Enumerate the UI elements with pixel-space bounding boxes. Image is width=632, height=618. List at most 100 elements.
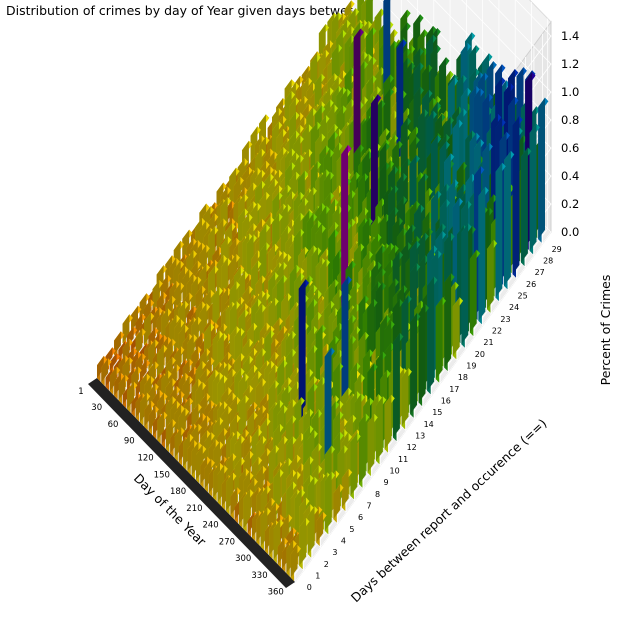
bar bbox=[109, 366, 121, 395]
y-tick-label: 10 bbox=[390, 467, 400, 476]
bar bbox=[230, 487, 241, 519]
bar bbox=[444, 273, 455, 372]
x-tick-label: 30 bbox=[91, 403, 102, 413]
z-tick-label: 0.6 bbox=[561, 141, 579, 155]
bar bbox=[131, 351, 142, 376]
bar bbox=[165, 378, 176, 412]
x-tick-label: 60 bbox=[108, 420, 119, 430]
bar bbox=[495, 162, 506, 302]
bar bbox=[376, 396, 387, 465]
y-tick-label: 3 bbox=[332, 548, 337, 557]
y-tick-label: 15 bbox=[432, 408, 442, 417]
y-tick-label: 22 bbox=[492, 327, 502, 336]
bar bbox=[118, 374, 129, 404]
y-tick-label: 0 bbox=[307, 583, 312, 592]
bar bbox=[131, 393, 142, 417]
bar bbox=[487, 239, 498, 313]
y-tick-label: 4 bbox=[341, 537, 346, 546]
bar bbox=[452, 297, 464, 360]
y-tick-label: 21 bbox=[483, 338, 493, 347]
bar bbox=[529, 123, 540, 255]
bar bbox=[427, 276, 438, 395]
bar bbox=[144, 400, 155, 431]
axis-base-strip bbox=[88, 378, 295, 588]
bar bbox=[469, 249, 481, 337]
y-tick-label: 29 bbox=[552, 245, 562, 254]
bar bbox=[157, 411, 168, 444]
z-axis-label: Percent of Crimes bbox=[598, 275, 613, 386]
x-tick-label: 360 bbox=[268, 588, 284, 598]
x-tick-label: 240 bbox=[202, 521, 218, 531]
x-tick-label: 90 bbox=[124, 437, 135, 447]
y-tick-label: 23 bbox=[500, 315, 510, 324]
x-tick-label: 150 bbox=[154, 470, 170, 480]
bar bbox=[97, 355, 108, 382]
bar bbox=[277, 537, 289, 568]
bar bbox=[299, 517, 310, 570]
y-tick-label: 6 bbox=[358, 513, 363, 522]
bar bbox=[196, 445, 207, 484]
y-tick-label: 17 bbox=[449, 385, 459, 394]
bar bbox=[538, 97, 549, 243]
bar bbox=[307, 506, 318, 558]
bar bbox=[324, 471, 336, 535]
y-tick-label: 16 bbox=[441, 397, 451, 406]
z-tick-label: 0.4 bbox=[561, 169, 579, 183]
y-tick-label: 26 bbox=[526, 280, 536, 289]
bar bbox=[401, 368, 412, 430]
y-tick-label: 12 bbox=[407, 443, 417, 452]
y-tick-label: 24 bbox=[509, 303, 519, 312]
bar bbox=[512, 115, 523, 278]
bar bbox=[341, 468, 353, 512]
bar bbox=[393, 332, 404, 442]
y-tick-label: 5 bbox=[349, 525, 354, 534]
y-tick-label: 1 bbox=[315, 572, 320, 581]
y-tick-label: 9 bbox=[384, 478, 389, 487]
z-tick-label: 1.0 bbox=[561, 85, 579, 99]
bar bbox=[367, 413, 378, 477]
bar bbox=[350, 432, 361, 500]
bar bbox=[341, 276, 352, 429]
bar bbox=[286, 540, 297, 577]
x-tick-label: 210 bbox=[186, 504, 202, 514]
bar bbox=[252, 510, 263, 542]
y-tick-label: 11 bbox=[398, 455, 408, 464]
bar bbox=[333, 484, 344, 523]
x-tick-label: 300 bbox=[235, 554, 251, 564]
bar bbox=[435, 297, 446, 383]
bar bbox=[114, 372, 125, 400]
y-tick-label: 25 bbox=[518, 292, 528, 301]
bar bbox=[359, 413, 370, 488]
bar bbox=[316, 511, 327, 547]
z-tick-label: 1.4 bbox=[561, 29, 579, 43]
x-tick-label: 120 bbox=[137, 454, 153, 464]
z-tick-label: 0.2 bbox=[561, 197, 579, 211]
x-tick-label: 270 bbox=[219, 537, 235, 547]
bar bbox=[418, 304, 429, 407]
y-tick-label: 20 bbox=[475, 350, 485, 359]
y-tick-label: 19 bbox=[466, 362, 476, 371]
bar bbox=[504, 150, 515, 290]
bar bbox=[101, 358, 112, 386]
bar bbox=[290, 545, 301, 582]
bar bbox=[135, 393, 146, 422]
y-tick-label: 18 bbox=[458, 373, 468, 382]
y-tick-label: 28 bbox=[543, 257, 553, 266]
x-tick-label: 330 bbox=[251, 571, 267, 581]
x-tick-label: 180 bbox=[170, 487, 186, 497]
z-tick-label: 0.8 bbox=[561, 113, 579, 127]
z-tick-label: 0.0 bbox=[561, 225, 579, 239]
y-tick-label: 7 bbox=[366, 502, 371, 511]
bar bbox=[384, 394, 395, 453]
bar bbox=[521, 147, 532, 267]
y-tick-label: 8 bbox=[375, 490, 380, 499]
bar bbox=[243, 489, 254, 533]
bar bbox=[148, 405, 159, 435]
y-tick-label: 14 bbox=[424, 420, 434, 429]
bar bbox=[410, 312, 421, 418]
y-tick-label: 27 bbox=[535, 268, 545, 277]
x-tick-label: 1 bbox=[78, 387, 83, 397]
bar bbox=[127, 381, 138, 413]
bar bbox=[478, 186, 489, 325]
